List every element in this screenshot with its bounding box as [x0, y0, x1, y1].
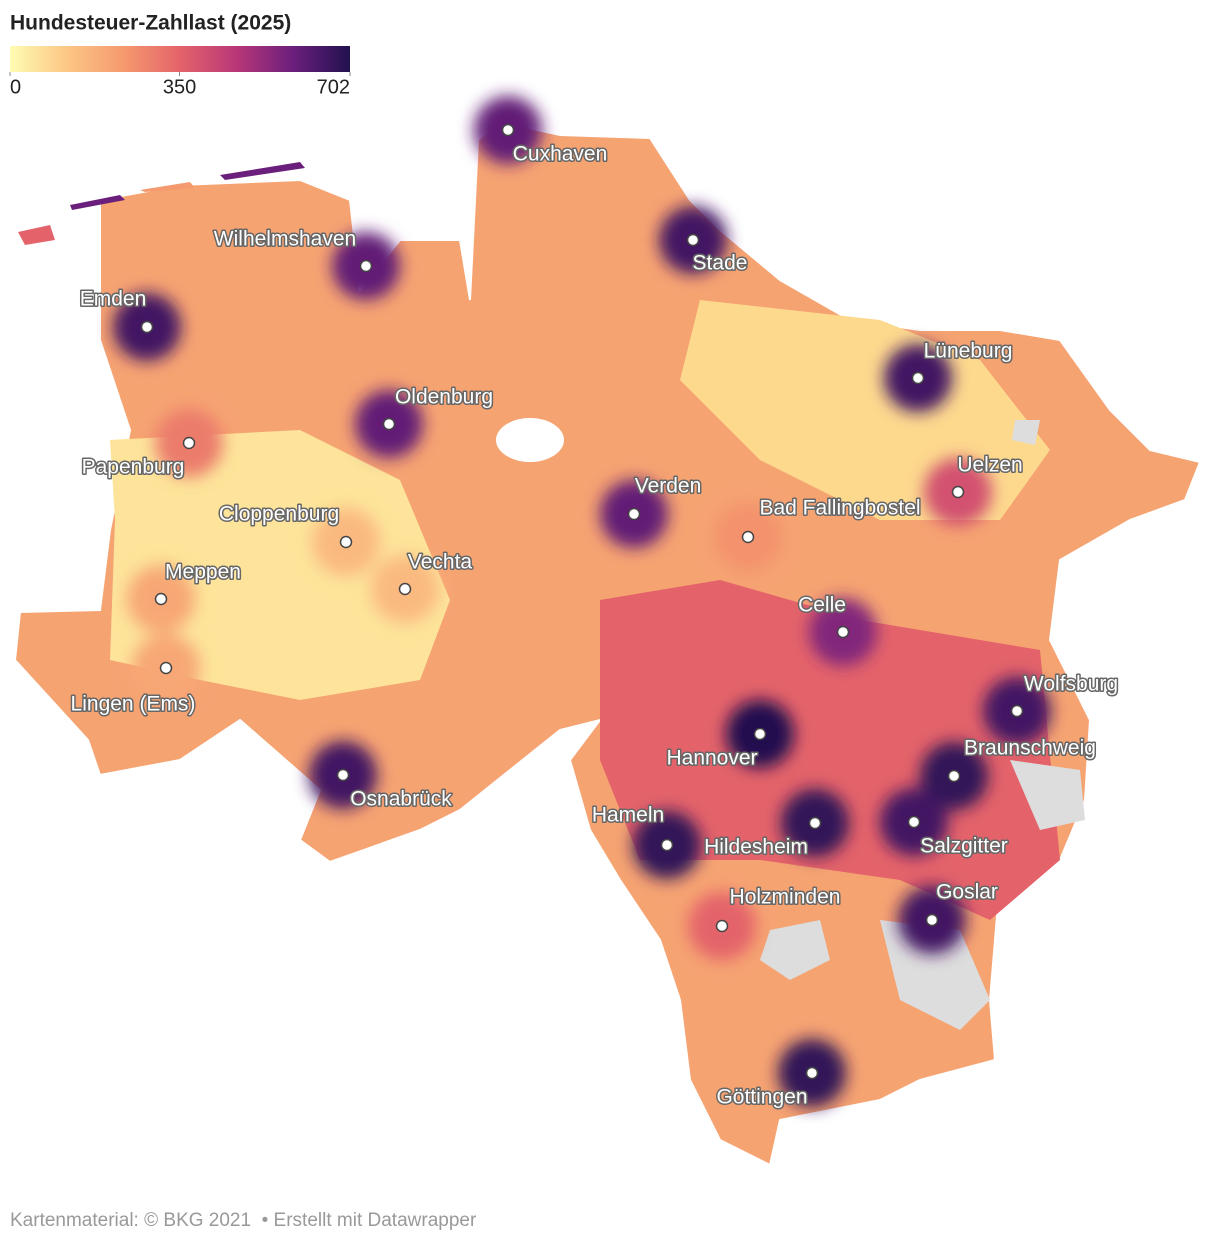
city-dot	[925, 913, 939, 927]
city-dot	[1010, 704, 1024, 718]
city-label: Verden	[635, 475, 702, 498]
city-dot	[741, 530, 755, 544]
city-label: Göttingen	[716, 1086, 807, 1109]
city-label: Uelzen	[957, 454, 1022, 477]
base-map	[13, 120, 1202, 1167]
city-label: Oldenburg	[395, 386, 493, 409]
city-dot	[947, 769, 961, 783]
legend-bar	[10, 46, 350, 72]
city-dot	[911, 371, 925, 385]
city-label: Vechta	[408, 551, 473, 574]
city-label: Cuxhaven	[513, 143, 608, 166]
legend-tick-label: 350	[163, 76, 196, 98]
city-label: Cloppenburg	[219, 503, 339, 526]
city-label: Braunschweig	[964, 737, 1096, 760]
footer: Kartenmaterial: © BKG 2021 • Erstellt mi…	[10, 1210, 476, 1232]
city-dot	[715, 919, 729, 933]
city-dot	[336, 768, 350, 782]
city-label: Celle	[798, 594, 846, 617]
city-label: Salzgitter	[920, 835, 1008, 858]
city-dot	[753, 727, 767, 741]
city-label: Wolfsburg	[1024, 673, 1118, 696]
city-dot	[686, 233, 700, 247]
city-dot	[805, 1066, 819, 1080]
city-label: Wilhelmshaven	[214, 228, 356, 251]
city-dot	[182, 436, 196, 450]
city-dot	[808, 816, 822, 830]
city-dot	[159, 661, 173, 675]
city-dot	[359, 259, 373, 273]
city-label: Meppen	[165, 561, 241, 584]
city-dot	[627, 507, 641, 521]
city-dot	[951, 485, 965, 499]
source: Kartenmaterial: © BKG 2021	[10, 1210, 252, 1231]
city-label: Emden	[80, 288, 147, 311]
city-label: Lingen (Ems)	[71, 693, 196, 716]
city-dot	[398, 582, 412, 596]
city-label: Hildesheim	[704, 836, 808, 859]
legend-tick-label: 0	[10, 76, 21, 98]
city-label: Hannover	[666, 747, 757, 770]
city-label: Lüneburg	[924, 340, 1013, 363]
city-dot	[836, 625, 850, 639]
city-label: Goslar	[936, 881, 998, 904]
city-label: Bad Fallingbostel	[759, 497, 920, 520]
city-dot	[660, 838, 674, 852]
city-label: Osnabrück	[350, 788, 452, 811]
city-label: Stade	[693, 252, 748, 275]
city-dot	[339, 535, 353, 549]
city-label: Holzminden	[730, 886, 841, 909]
legend-tick-label: 702	[317, 76, 350, 98]
city-label: Papenburg	[82, 456, 185, 479]
title: Hundesteuer-Zahllast (2025)	[10, 12, 291, 35]
credit: • Erstellt mit Datawrapper	[261, 1210, 477, 1231]
city-label: Hameln	[592, 804, 664, 827]
city-labels: Cuxhaven Wilhelmshaven Stade Emden Lüneburg O…	[69, 123, 1120, 1110]
city-dot	[154, 592, 168, 606]
city-dot	[501, 123, 515, 137]
city-dot	[140, 320, 154, 334]
city-dot	[382, 417, 396, 431]
city-dot	[907, 815, 921, 829]
